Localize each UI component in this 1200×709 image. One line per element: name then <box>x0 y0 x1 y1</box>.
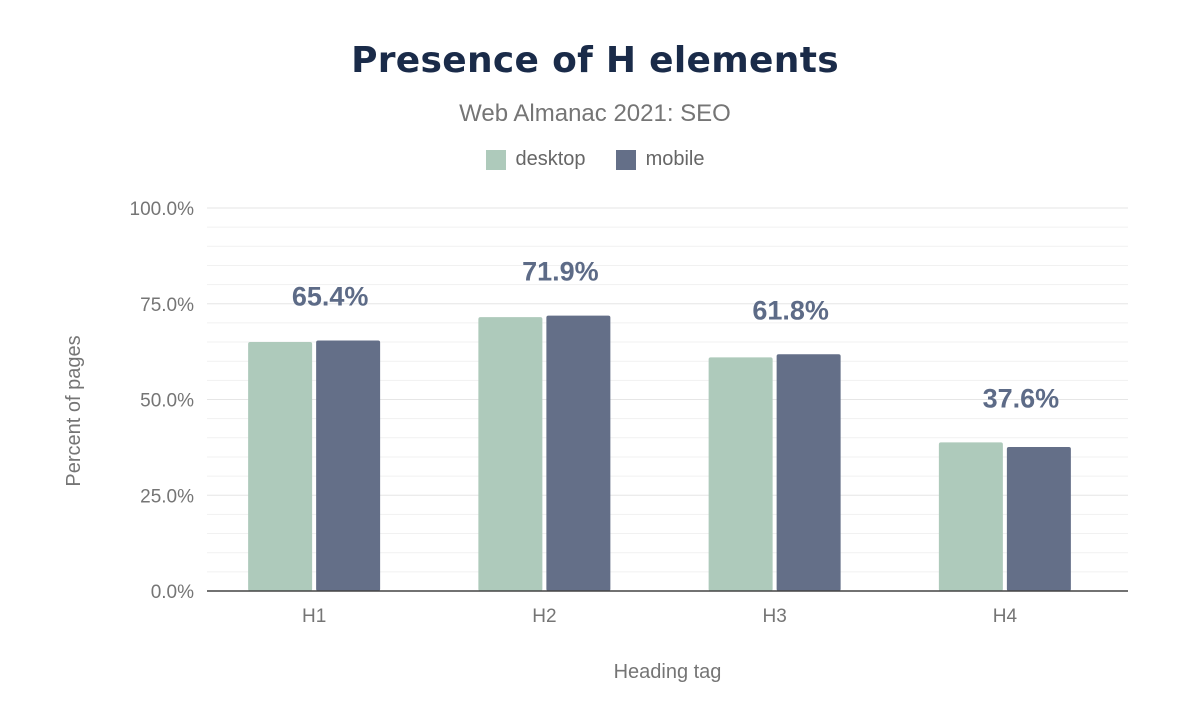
data-label: 61.8% <box>752 295 829 325</box>
x-tick-label: H2 <box>532 606 556 627</box>
x-tick-label: H4 <box>993 606 1018 627</box>
x-axis-title: Heading tag <box>614 661 722 683</box>
bar-mobile-h3[interactable] <box>776 354 841 591</box>
x-tick-label: H3 <box>762 606 786 627</box>
y-tick-label: 50.0% <box>140 391 194 412</box>
chart-subtitle: Web Almanac 2021: SEO <box>459 100 731 127</box>
bar-mobile-h4[interactable] <box>1006 446 1071 591</box>
bar-mobile-h2[interactable] <box>546 315 611 591</box>
x-axis-ticks: H1 H2 H3 H4 <box>302 606 1017 627</box>
bar-mobile-h1[interactable] <box>316 340 381 591</box>
bar-desktop-h2[interactable] <box>478 317 543 591</box>
legend-item-desktop[interactable]: desktop <box>485 148 586 171</box>
y-axis-ticks: 0.0% 25.0% 50.0% 75.0% 100.0% <box>130 199 195 603</box>
legend-label-desktop: desktop <box>515 148 586 170</box>
legend-swatch-mobile <box>615 149 636 170</box>
legend-swatch-desktop <box>485 149 506 170</box>
y-tick-label: 25.0% <box>140 486 194 507</box>
bar-desktop-h1[interactable] <box>248 342 313 591</box>
data-label: 65.4% <box>292 282 369 312</box>
legend-label-mobile: mobile <box>645 148 705 170</box>
chart-title: Presence of H elements <box>351 40 839 81</box>
bar-desktop-h4[interactable] <box>938 442 1003 591</box>
bar-desktop-h3[interactable] <box>708 357 773 591</box>
legend: desktop mobile <box>0 148 1190 171</box>
data-labels: 65.4% 71.9% 61.8% 37.6% <box>292 257 1059 414</box>
legend-item-mobile[interactable]: mobile <box>615 148 705 171</box>
y-axis-title: Percent of pages <box>63 335 85 486</box>
y-tick-label: 0.0% <box>151 582 194 603</box>
data-label: 71.9% <box>522 257 599 287</box>
y-tick-label: 75.0% <box>140 295 194 316</box>
y-tick-label: 100.0% <box>130 199 195 220</box>
bars <box>248 315 1071 591</box>
data-label: 37.6% <box>983 383 1060 413</box>
x-tick-label: H1 <box>302 606 326 627</box>
